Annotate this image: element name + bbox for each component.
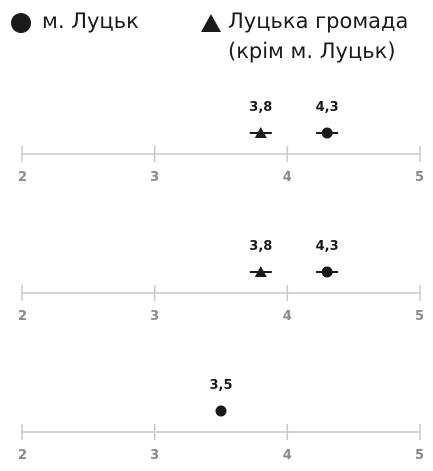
legend-item-lutsk-hromada: Луцька громада (крім м. Луцьк) (200, 8, 408, 64)
triangle-marker-icon (201, 14, 221, 32)
tick-label: 3 (150, 309, 159, 324)
legend-label-city: м. Луцьк (42, 9, 139, 33)
data-label: 3,5 (209, 378, 232, 393)
data-label: 4,3 (316, 100, 339, 115)
legend-item-lutsk-city: м. Луцьк (10, 8, 139, 34)
data-label: 4,3 (316, 239, 339, 254)
tick-label: 3 (150, 170, 159, 185)
tick-label: 2 (18, 448, 27, 463)
tick-label: 5 (415, 309, 424, 324)
circle-marker (321, 266, 333, 278)
legend-label-hromada-line2: (крім м. Луцьк) (228, 39, 396, 63)
tick-label: 2 (18, 309, 27, 324)
legend-label-hromada-line1: Луцька громада (228, 9, 409, 33)
circle-marker (321, 127, 333, 139)
legend: м. Луцьк Луцька громада (крім м. Луцьк) (0, 0, 433, 90)
data-label: 3,8 (249, 100, 272, 115)
circle-marker-icon (11, 13, 31, 33)
data-label: 3,8 (249, 239, 272, 254)
tick-label: 5 (415, 170, 424, 185)
tick-label: 4 (283, 448, 292, 463)
tick-label: 4 (283, 170, 292, 185)
tick-label: 4 (283, 309, 292, 324)
triangle-marker (254, 127, 267, 138)
tick-label: 3 (150, 448, 159, 463)
triangle-marker (254, 266, 267, 277)
circle-marker (215, 405, 227, 417)
tick-label: 2 (18, 170, 27, 185)
tick-label: 5 (415, 448, 424, 463)
